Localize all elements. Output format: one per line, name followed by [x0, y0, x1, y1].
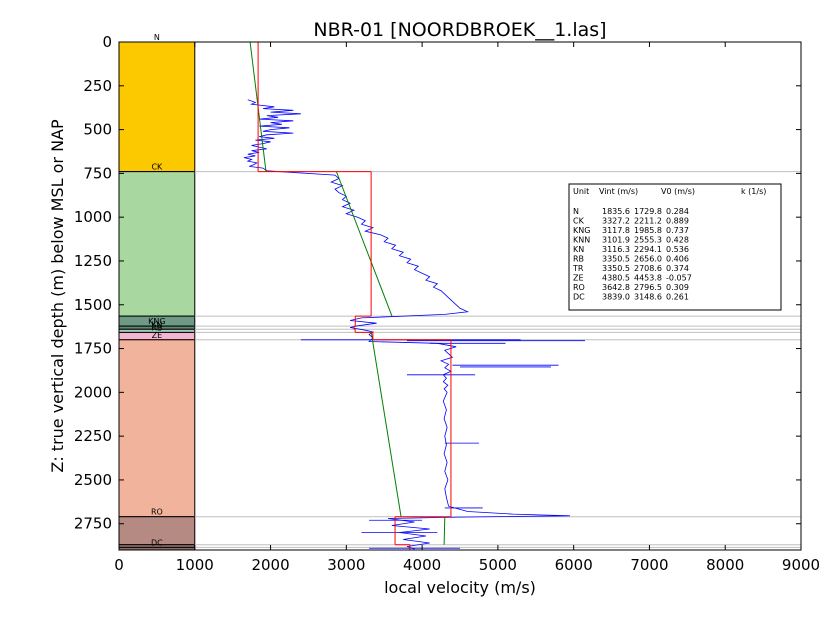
legend-row-v0: 4453.8 [634, 274, 662, 283]
y-tick-label: 2750 [74, 515, 112, 533]
linear-model-ck [335, 171, 393, 317]
legend-row-unit: CK [573, 217, 585, 226]
legend-row-k: 0.889 [666, 217, 689, 226]
velocity-table-legend: Unit Vint (m/s) V0 (m/s) k (1/s) N 1835.6 1729… [568, 183, 782, 311]
legend-row-unit: KNN [573, 236, 590, 245]
x-tick-label: 3000 [327, 556, 365, 574]
strat-unit-label: CK [151, 163, 163, 172]
y-tick-label: 1250 [74, 252, 112, 270]
legend-row-vint: 4380.5 [602, 274, 630, 283]
strat-unit-tr [118, 339, 196, 518]
strat-unit-n [118, 41, 196, 173]
plot-frame [118, 41, 802, 551]
x-tick-label: 6000 [555, 556, 593, 574]
strat-unit-ck [118, 171, 196, 317]
legend-row-unit: KNG [573, 226, 590, 235]
legend-row-unit: TR [572, 264, 584, 273]
legend-header-vint: Vint (m/s) [599, 187, 638, 196]
y-tick-label: 2000 [74, 383, 112, 401]
legend-row-k: 0.309 [666, 283, 689, 292]
legend-box [568, 183, 782, 311]
x-tick-label: 7000 [630, 556, 668, 574]
x-axis-label: local velocity (m/s) [384, 578, 536, 597]
legend-row-k: 0.406 [666, 255, 689, 264]
strat-unit-label: KN [151, 320, 162, 329]
legend-row-v0: 1729.8 [634, 207, 662, 216]
chart-title: NBR-01 [NOORDBROEK__1.las] [313, 19, 606, 41]
y-tick-label: 1750 [74, 340, 112, 358]
legend-row-v0: 1985.8 [634, 226, 662, 235]
legend-row-vint: 3101.9 [602, 236, 630, 245]
linear-model-rb [370, 332, 374, 340]
y-tick-label: 1500 [74, 296, 112, 314]
x-tick-label: 4000 [403, 556, 441, 574]
linear-model-ze [443, 516, 446, 545]
legend-row-unit: RB [573, 255, 584, 264]
legend-row-k: 0.536 [666, 245, 689, 254]
strat-unit-label: DC [151, 538, 163, 547]
legend-row-vint: 3350.5 [602, 255, 630, 264]
legend-row-vint: 3327.2 [602, 217, 630, 226]
strat-unit-ze [118, 516, 196, 546]
legend-row-v0: 2211.2 [634, 217, 662, 226]
x-tick-label: 0 [114, 556, 124, 574]
legend-row-k: 0.261 [666, 293, 689, 302]
legend-row-v0: 2294.1 [634, 245, 662, 254]
legend-row-k: 0.428 [666, 236, 689, 245]
strat-unit-label: KNG [148, 317, 165, 326]
legend-row-v0: 2708.6 [634, 264, 662, 273]
y-tick-label: 250 [83, 77, 112, 95]
legend-row-unit: KN [573, 245, 584, 254]
measured-velocity-line [243, 99, 570, 550]
legend-row-unit: DC [573, 293, 585, 302]
legend-row-v0: 3148.6 [634, 293, 662, 302]
legend-row-v0: 2796.5 [634, 283, 662, 292]
strat-unit-label: RB [151, 323, 162, 332]
legend-row-vint: 3642.8 [602, 283, 630, 292]
axes: 0 1000 2000 3000 4000 5000 6000 7000 8000 9000 0 25… [74, 33, 820, 574]
x-tick-label: 9000 [782, 556, 820, 574]
y-axis-label: Z: true vertical depth (m) below MSL or … [48, 119, 67, 473]
legend-row-v0: 2555.3 [634, 236, 662, 245]
y-tick-label: 500 [83, 121, 112, 139]
legend-row-unit: ZE [573, 274, 584, 283]
x-tick-label: 8000 [706, 556, 744, 574]
legend-row-k: 0.737 [666, 226, 689, 235]
linear-model-tr [371, 339, 402, 517]
strat-unit-label: ZE [152, 331, 163, 340]
y-tick-label: 2500 [74, 471, 112, 489]
legend-header-unit: Unit [573, 187, 589, 196]
x-tick-label: 2000 [251, 556, 289, 574]
x-tick-label: 1000 [176, 556, 214, 574]
linear-velocity-model [249, 41, 446, 545]
y-tick-label: 0 [102, 33, 112, 51]
strat-unit-label: RO [151, 508, 163, 517]
strat-unit-label: N [154, 33, 160, 42]
legend-row-vint: 3116.3 [602, 245, 630, 254]
legend-row-vint: 3839.0 [602, 293, 630, 302]
interval-velocity-steps [257, 42, 452, 550]
legend-row-vint: 3117.8 [602, 226, 630, 235]
y-tick-label: 1000 [74, 208, 112, 226]
y-tick-label: 2250 [74, 427, 112, 445]
legend-row-unit: RO [573, 283, 585, 292]
y-tick-label: 750 [83, 164, 112, 182]
legend-header-k: k (1/s) [741, 187, 766, 196]
legend-header-v0: V0 (m/s) [661, 187, 695, 196]
legend-row-k: 0.284 [666, 207, 689, 216]
legend-row-k: -0.057 [666, 274, 692, 283]
measured-velocity-log [243, 99, 586, 550]
legend-row-k: 0.374 [666, 264, 689, 273]
legend-row-vint: 1835.6 [602, 207, 630, 216]
legend-row-vint: 3350.5 [602, 264, 630, 273]
legend-row-unit: N [573, 207, 579, 216]
legend-row-v0: 2656.0 [634, 255, 662, 264]
x-tick-label: 5000 [479, 556, 517, 574]
